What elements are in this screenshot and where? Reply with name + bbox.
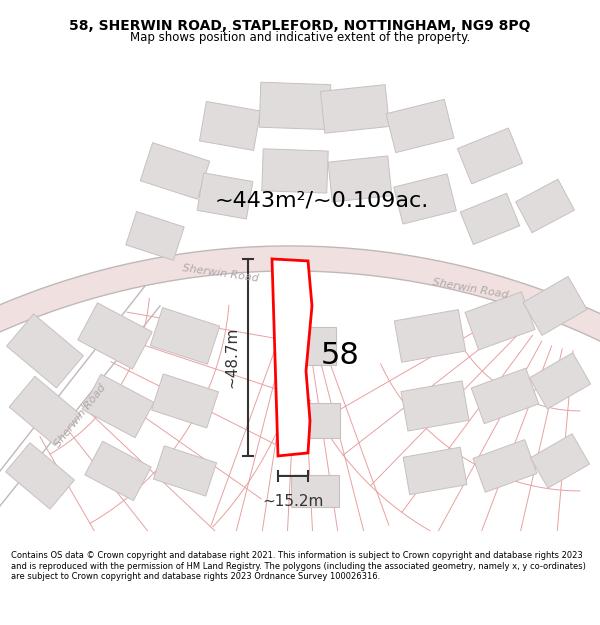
FancyBboxPatch shape bbox=[523, 276, 587, 336]
FancyBboxPatch shape bbox=[152, 374, 218, 428]
FancyBboxPatch shape bbox=[328, 156, 392, 202]
FancyBboxPatch shape bbox=[320, 84, 389, 133]
FancyBboxPatch shape bbox=[460, 193, 520, 244]
FancyBboxPatch shape bbox=[394, 174, 456, 224]
Text: Map shows position and indicative extent of the property.: Map shows position and indicative extent… bbox=[130, 31, 470, 44]
Text: Sherwin Road: Sherwin Road bbox=[181, 262, 259, 283]
Text: 58: 58 bbox=[320, 341, 359, 371]
FancyBboxPatch shape bbox=[197, 173, 253, 219]
FancyBboxPatch shape bbox=[7, 314, 83, 388]
FancyBboxPatch shape bbox=[78, 303, 152, 369]
FancyBboxPatch shape bbox=[199, 101, 260, 151]
FancyBboxPatch shape bbox=[262, 149, 328, 193]
FancyBboxPatch shape bbox=[403, 448, 467, 494]
FancyBboxPatch shape bbox=[465, 292, 535, 350]
FancyBboxPatch shape bbox=[9, 376, 81, 446]
FancyBboxPatch shape bbox=[140, 142, 210, 199]
FancyBboxPatch shape bbox=[457, 128, 523, 184]
FancyBboxPatch shape bbox=[401, 381, 469, 431]
FancyBboxPatch shape bbox=[259, 82, 331, 129]
FancyBboxPatch shape bbox=[473, 439, 537, 493]
Polygon shape bbox=[272, 259, 312, 456]
FancyBboxPatch shape bbox=[150, 308, 220, 364]
Text: Contains OS data © Crown copyright and database right 2021. This information is : Contains OS data © Crown copyright and d… bbox=[11, 551, 586, 581]
FancyBboxPatch shape bbox=[530, 434, 590, 488]
FancyBboxPatch shape bbox=[154, 446, 217, 496]
Text: ~15.2m: ~15.2m bbox=[262, 494, 323, 509]
FancyBboxPatch shape bbox=[529, 353, 590, 409]
FancyBboxPatch shape bbox=[386, 99, 454, 152]
FancyBboxPatch shape bbox=[515, 179, 574, 232]
FancyBboxPatch shape bbox=[5, 442, 74, 509]
Text: ~48.7m: ~48.7m bbox=[224, 327, 239, 388]
Bar bbox=[290, 404, 340, 439]
FancyBboxPatch shape bbox=[394, 309, 466, 362]
Polygon shape bbox=[0, 246, 600, 528]
FancyBboxPatch shape bbox=[85, 441, 151, 501]
FancyBboxPatch shape bbox=[126, 212, 184, 260]
Text: Sherwin Road: Sherwin Road bbox=[431, 278, 509, 301]
Text: Sherwin Road: Sherwin Road bbox=[52, 382, 107, 449]
Bar bbox=[291, 475, 339, 507]
FancyBboxPatch shape bbox=[471, 368, 539, 424]
Bar bbox=[284, 327, 336, 365]
Text: 58, SHERWIN ROAD, STAPLEFORD, NOTTINGHAM, NG9 8PQ: 58, SHERWIN ROAD, STAPLEFORD, NOTTINGHAM… bbox=[69, 19, 531, 32]
FancyBboxPatch shape bbox=[82, 374, 154, 438]
Text: ~443m²/~0.109ac.: ~443m²/~0.109ac. bbox=[215, 191, 429, 211]
